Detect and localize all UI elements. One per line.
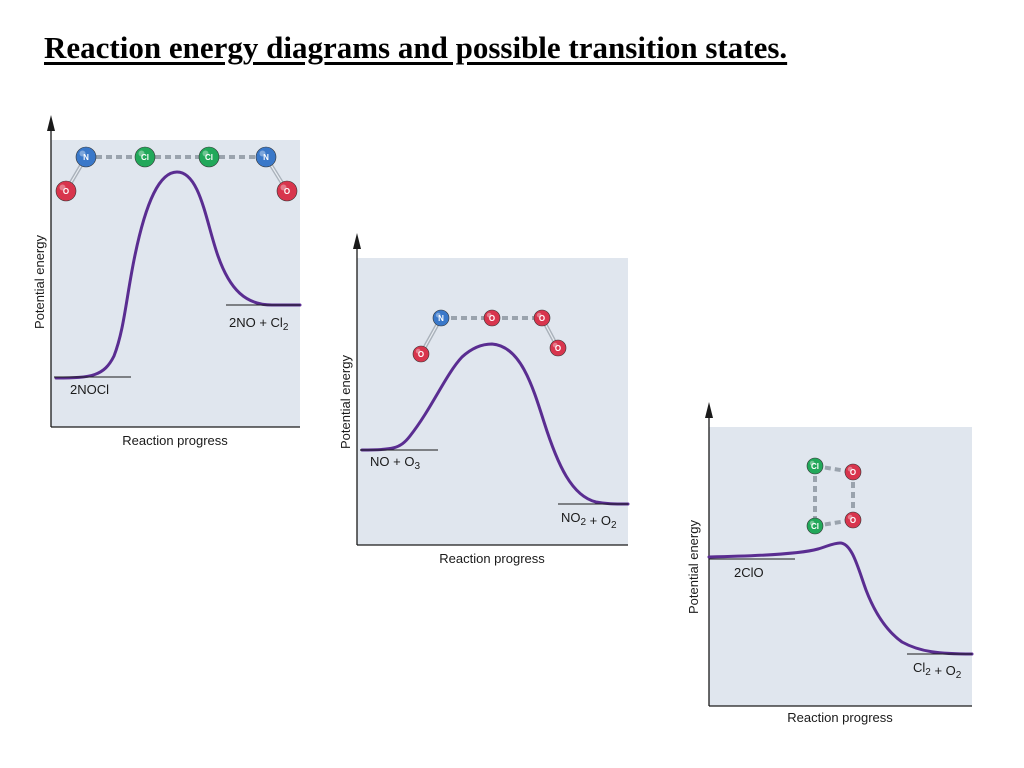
oxygen-atom [483, 309, 501, 327]
y-axis-label: Potential energy [686, 520, 701, 614]
atom-label: O [850, 516, 856, 525]
atom-label: N [83, 153, 89, 162]
y-axis-label: Potential energy [32, 235, 47, 329]
reactant-label: NO + O3 [370, 454, 420, 472]
atom-highlight [552, 342, 558, 348]
nitrogen-atom [255, 146, 277, 168]
atom-label: N [263, 153, 269, 162]
reactant-label: 2ClO [734, 565, 764, 580]
oxygen-atom [276, 180, 298, 202]
nitrogen-atom [75, 146, 97, 168]
atom-label: Cl [205, 153, 213, 162]
energy-curve [707, 541, 974, 656]
y-axis-arrow-icon [353, 233, 361, 249]
oxygen-atom [412, 345, 430, 363]
atom-highlight [536, 312, 542, 318]
x-axis-label: Reaction progress [122, 433, 228, 448]
atom-highlight [486, 312, 492, 318]
plot-area [709, 427, 972, 706]
atom-highlight [415, 348, 421, 354]
atom-label: O [418, 350, 424, 359]
oxygen-atom [533, 309, 551, 327]
atom-highlight [202, 150, 209, 157]
energy-curve [360, 342, 630, 506]
chlorine-atom [198, 146, 220, 168]
atom-label: O [555, 344, 561, 353]
x-axis-label: Reaction progress [439, 551, 545, 566]
transition-state-molecule: N O O O O [412, 309, 567, 363]
energy-curve [54, 170, 302, 380]
product-label: NO2 + O2 [561, 510, 617, 531]
product-label: 2NO + Cl2 [229, 315, 289, 333]
chlorine-atom [134, 146, 156, 168]
transition-state-molecule: N Cl Cl N O O [55, 146, 298, 202]
atom-label: O [539, 314, 545, 323]
transition-state-molecule: Cl O Cl O [806, 457, 862, 535]
atom-highlight [847, 514, 853, 520]
atom-label: Cl [141, 153, 149, 162]
atom-highlight [809, 520, 815, 526]
atom-highlight [435, 312, 441, 318]
oxygen-atom [844, 463, 862, 481]
product-label: Cl2 + O2 [913, 660, 962, 681]
nitrogen-atom [432, 309, 450, 327]
oxygen-atom [55, 180, 77, 202]
atom-highlight [79, 150, 86, 157]
y-axis-label: Potential energy [338, 355, 353, 449]
atom-label: O [850, 468, 856, 477]
y-axis-arrow-icon [47, 115, 55, 131]
x-axis-label: Reaction progress [787, 710, 893, 725]
chlorine-atom [806, 457, 824, 475]
atom-highlight [59, 184, 66, 191]
y-axis-arrow-icon [705, 402, 713, 418]
atom-highlight [280, 184, 287, 191]
atom-highlight [138, 150, 145, 157]
oxygen-atom [844, 511, 862, 529]
chlorine-atom [806, 517, 824, 535]
atom-highlight [847, 466, 853, 472]
atom-label: Cl [811, 462, 819, 471]
page-title: Reaction energy diagrams and possible tr… [44, 30, 788, 65]
atom-label: O [489, 314, 495, 323]
atom-label: N [438, 314, 444, 323]
atom-label: O [63, 187, 69, 196]
atom-highlight [259, 150, 266, 157]
atom-label: Cl [811, 522, 819, 531]
atom-highlight [809, 460, 815, 466]
atom-label: O [284, 187, 290, 196]
oxygen-atom [549, 339, 567, 357]
reactant-label: 2NOCl [70, 382, 109, 397]
plot-area [51, 140, 300, 427]
